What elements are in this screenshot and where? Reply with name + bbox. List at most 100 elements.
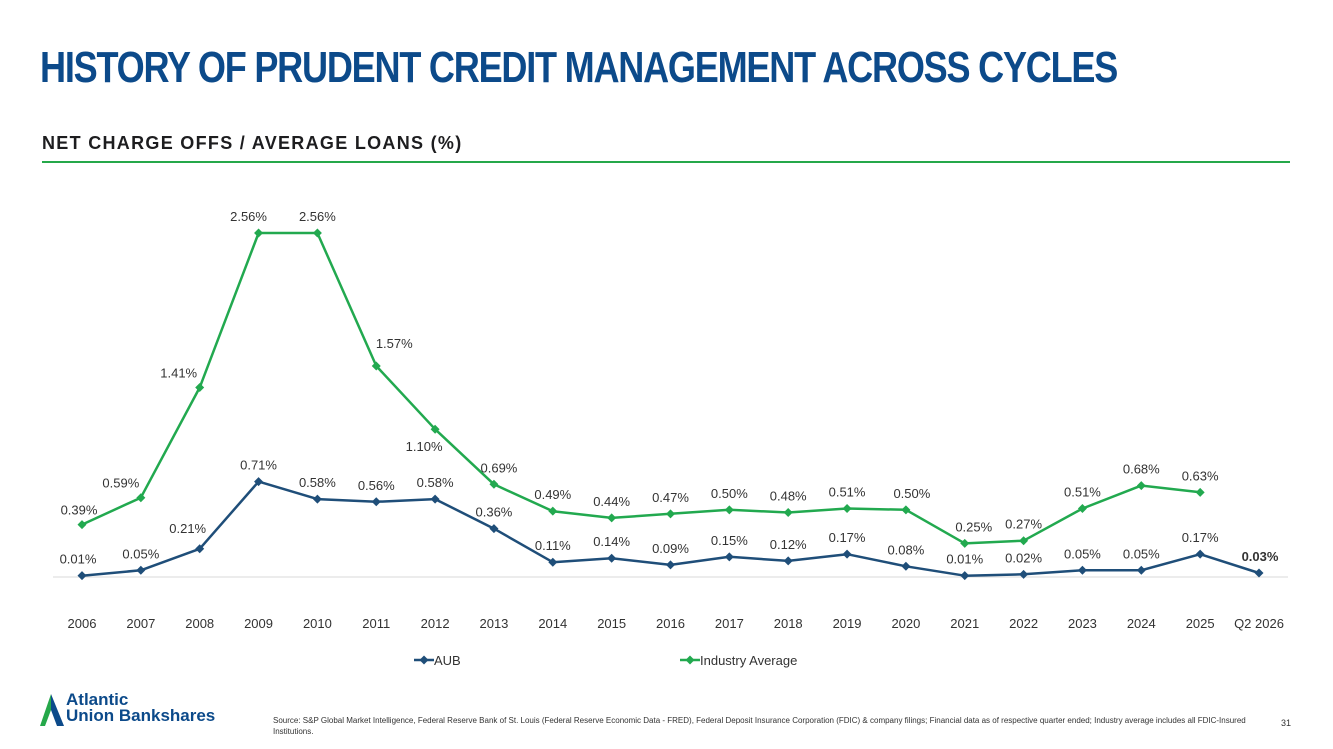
- industry-data-label: 2.56%: [299, 209, 336, 224]
- aub-data-label: 0.05%: [1064, 546, 1101, 561]
- industry-data-point: [1019, 536, 1029, 546]
- aub-data-label: 0.09%: [652, 541, 689, 556]
- industry-data-label: 0.49%: [534, 487, 571, 502]
- industry-data-point: [195, 383, 205, 393]
- logo-mark-icon: [40, 694, 64, 726]
- aub-data-point: [1077, 565, 1087, 575]
- x-tick-label: 2025: [1186, 616, 1215, 631]
- aub-data-point: [1019, 569, 1029, 579]
- x-tick-label: 2010: [303, 616, 332, 631]
- line-chart: 2006 2007 2008 2009 2010 2011 2012 2013 2014 2015…: [53, 209, 1288, 668]
- aub-data-label: 0.58%: [299, 475, 336, 490]
- aub-data-label: 0.56%: [358, 478, 395, 493]
- x-tick-label: 2011: [362, 616, 390, 631]
- industry-series-line: [81, 231, 1201, 545]
- x-tick-label: 2020: [891, 616, 920, 631]
- x-tick-label: 2024: [1127, 616, 1156, 631]
- industry-data-label: 1.41%: [160, 366, 197, 381]
- title-divider: [42, 161, 1290, 163]
- x-tick-label: 2022: [1009, 616, 1038, 631]
- industry-data-label: 0.44%: [593, 494, 630, 509]
- aub-data-point: [489, 524, 499, 534]
- x-tick-label: 2023: [1068, 616, 1097, 631]
- aub-data-point: [1195, 549, 1205, 559]
- industry-data-point: [842, 503, 852, 513]
- industry-data-point: [607, 513, 617, 523]
- x-tick-label: 2019: [833, 616, 862, 631]
- aub-data-point: [371, 497, 381, 507]
- aub-data-point: [195, 544, 205, 554]
- industry-data-label: 0.63%: [1182, 468, 1219, 483]
- aub-data-point: [430, 494, 440, 504]
- aub-data-point: [783, 556, 793, 566]
- industry-data-label: 1.57%: [376, 336, 413, 351]
- logo-wordmark: Atlantic Union Bankshares: [66, 690, 216, 725]
- aub-data-point: [1136, 565, 1146, 575]
- aub-data-label: 0.14%: [593, 534, 630, 549]
- aub-data-point: [607, 553, 617, 563]
- aub-data-point: [960, 571, 970, 581]
- industry-data-label: 0.69%: [481, 460, 518, 475]
- aub-data-point: [666, 560, 675, 570]
- x-tick-label: 2013: [479, 616, 508, 631]
- legend-industry-label: Industry Average: [700, 653, 797, 668]
- x-tick-label: 2008: [185, 616, 214, 631]
- aub-data-point: [136, 565, 146, 575]
- aub-data-point: [548, 557, 558, 567]
- aub-data-label: 0.05%: [122, 546, 159, 561]
- industry-data-label: 1.10%: [406, 439, 443, 454]
- x-tick-label: 2018: [774, 616, 803, 631]
- company-logo: Atlantic Union Bankshares: [40, 690, 255, 732]
- industry-data-point: [901, 505, 911, 515]
- page-title: HISTORY OF PRUDENT CREDIT MANAGEMENT ACR…: [40, 43, 1118, 92]
- aub-data-label: 0.08%: [887, 542, 924, 557]
- industry-data-point: [548, 506, 558, 516]
- legend-aub-label: AUB: [434, 653, 461, 668]
- x-tick-label: 2006: [68, 616, 97, 631]
- aub-data-label: 0.21%: [169, 521, 206, 536]
- aub-data-point: [724, 552, 734, 562]
- x-tick-label: 2009: [244, 616, 273, 631]
- chart-subtitle: NET CHARGE OFFS / AVERAGE LOANS (%): [42, 133, 463, 153]
- x-tick-label: 2015: [597, 616, 626, 631]
- industry-data-label: 0.68%: [1123, 462, 1160, 477]
- logo-line-2: Union Bankshares: [66, 706, 216, 725]
- legend-industry-marker: [685, 655, 695, 665]
- industry-data-point: [1077, 503, 1087, 513]
- industry-data-point: [254, 228, 264, 238]
- aub-data-label: 0.03%: [1242, 549, 1279, 564]
- industry-data-label: 0.48%: [770, 489, 807, 504]
- industry-data-point: [430, 424, 440, 434]
- industry-data-point: [783, 508, 793, 517]
- industry-data-label: 0.51%: [1064, 484, 1101, 499]
- legend-aub-marker: [419, 655, 429, 665]
- industry-data-label: 0.25%: [955, 519, 992, 534]
- aub-data-label: 0.01%: [946, 552, 983, 567]
- industry-data-label: 2.56%: [230, 209, 267, 224]
- aub-data-label: 0.15%: [711, 533, 748, 548]
- logo-line-1: Atlantic: [66, 690, 129, 709]
- aub-data-point: [254, 477, 264, 487]
- industry-data-point: [136, 493, 146, 503]
- x-tick-label: 2021: [950, 616, 979, 631]
- industry-data-label: 0.50%: [711, 486, 748, 501]
- industry-data-point: [77, 520, 87, 530]
- industry-data-point: [312, 228, 322, 238]
- aub-data-point: [77, 571, 87, 581]
- industry-data-label: 0.50%: [893, 486, 930, 501]
- aub-data-label: 0.58%: [417, 475, 454, 490]
- industry-data-point: [489, 479, 499, 489]
- aub-data-label: 0.05%: [1123, 546, 1160, 561]
- source-note: Source: S&P Global Market Intelligence, …: [273, 716, 1246, 736]
- aub-data-point: [312, 494, 322, 504]
- industry-data-label: 0.59%: [102, 476, 139, 491]
- aub-data-point: [842, 549, 852, 559]
- x-tick-label: 2007: [126, 616, 155, 631]
- industry-data-label: 0.27%: [1005, 517, 1042, 532]
- aub-data-label: 0.17%: [829, 530, 866, 545]
- aub-data-label: 0.12%: [770, 537, 807, 552]
- aub-data-point: [1254, 568, 1264, 578]
- x-tick-label: 2016: [656, 616, 685, 631]
- industry-data-label: 0.39%: [61, 503, 98, 518]
- industry-data-label: 0.47%: [652, 490, 689, 505]
